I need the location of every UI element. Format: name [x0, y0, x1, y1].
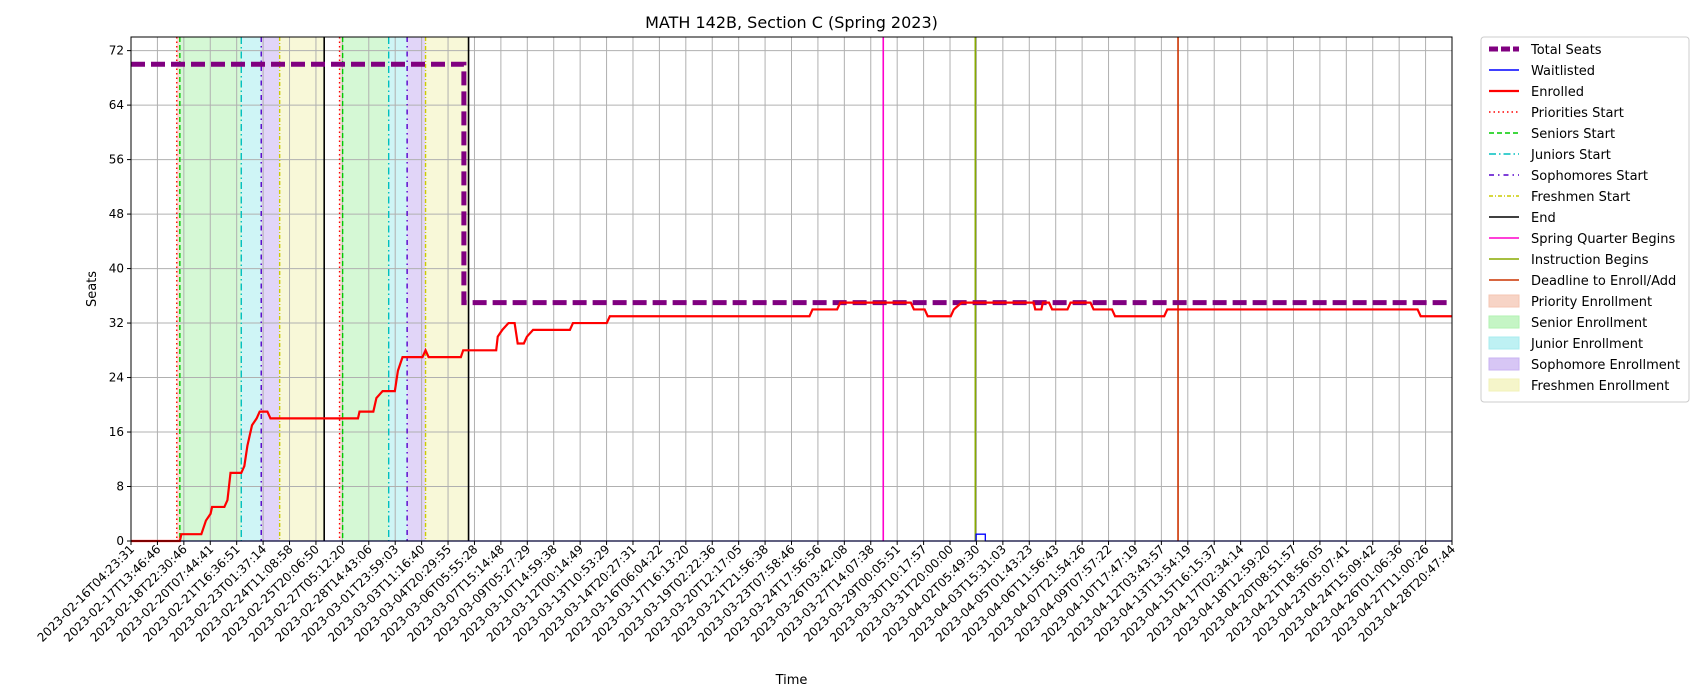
legend-label-1: Waitlisted	[1531, 64, 1595, 79]
legend: Total Seats Waitlisted Enrolled Priorities …	[1480, 36, 1690, 403]
y-tick-label-1: 8	[116, 480, 124, 494]
legend-label-4: Seniors Start	[1531, 127, 1615, 142]
enrollment-spans	[176, 37, 469, 541]
y-tick-label-2: 16	[109, 425, 124, 439]
y-tick-label-3: 24	[109, 371, 124, 385]
x-axis-title: Time	[775, 673, 808, 688]
span-3-0	[261, 37, 280, 541]
legend-swatch-12	[1488, 294, 1520, 308]
y-tick-label-5: 40	[109, 262, 124, 276]
y-tick-label-4: 32	[109, 316, 124, 330]
legend-label-5: Juniors Start	[1530, 148, 1611, 163]
gridlines	[130, 37, 1453, 542]
span-3-1	[407, 37, 426, 541]
legend-label-9: Spring Quarter Begins	[1531, 232, 1675, 247]
legend-label-10: Instruction Begins	[1531, 253, 1649, 268]
legend-label-12: Priority Enrollment	[1531, 295, 1652, 310]
series-line-0	[131, 61, 1452, 306]
y-tick-label-9: 72	[109, 44, 124, 58]
span-2-0	[241, 37, 262, 541]
legend-swatch-15	[1488, 357, 1520, 371]
legend-swatch-14	[1488, 336, 1520, 350]
series-line-2	[131, 301, 1452, 543]
legend-label-16: Freshmen Enrollment	[1531, 379, 1669, 394]
y-axis: 0 8 16 24 32 40 48 56 64 72	[109, 44, 131, 548]
legend-swatch-16	[1488, 378, 1520, 392]
span-2-1	[388, 37, 408, 541]
legend-label-3: Priorities Start	[1531, 106, 1624, 121]
legend-label-15: Sophomore Enrollment	[1531, 358, 1680, 373]
y-tick-label-7: 56	[109, 153, 124, 167]
legend-label-6: Sophomores Start	[1531, 169, 1648, 184]
x-axis: 2023-02-16T04:23:312023-02-17T13:46:4620…	[35, 541, 1458, 645]
legend-label-2: Enrolled	[1531, 85, 1584, 100]
y-tick-label-8: 64	[109, 98, 124, 112]
legend-swatch-13	[1488, 315, 1520, 329]
legend-label-11: Deadline to Enroll/Add	[1531, 274, 1676, 289]
legend-label-0: Total Seats	[1530, 43, 1602, 58]
y-tick-label-6: 48	[109, 207, 124, 221]
span-4-0	[279, 37, 325, 541]
y-axis-title: Seats	[85, 271, 100, 307]
legend-box	[1480, 36, 1690, 403]
span-1-1	[342, 37, 389, 541]
legend-label-14: Junior Enrollment	[1530, 337, 1643, 352]
y-tick-label-0: 0	[116, 534, 124, 548]
legend-label-13: Senior Enrollment	[1531, 316, 1647, 331]
span-0-1	[339, 37, 343, 541]
legend-label-7: Freshmen Start	[1531, 190, 1630, 205]
legend-label-8: End	[1531, 211, 1556, 226]
span-0-0	[176, 37, 180, 541]
chart-title: MATH 142B, Section C (Spring 2023)	[645, 13, 938, 32]
event-lines	[176, 37, 1179, 541]
